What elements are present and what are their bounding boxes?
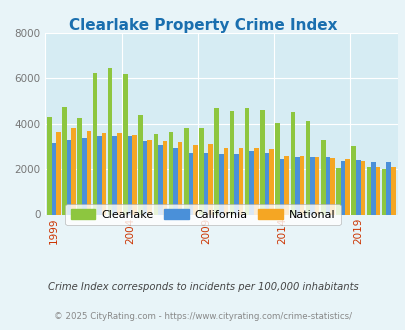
Bar bbox=[51, 143, 56, 214]
Bar bbox=[238, 148, 243, 214]
Bar bbox=[86, 131, 91, 214]
Bar bbox=[92, 73, 97, 214]
Bar bbox=[244, 108, 249, 214]
Bar bbox=[335, 168, 340, 214]
Text: Crime Index corresponds to incidents per 100,000 inhabitants: Crime Index corresponds to incidents per… bbox=[47, 282, 358, 292]
Bar bbox=[390, 167, 394, 214]
Bar bbox=[325, 157, 329, 214]
Bar bbox=[97, 136, 102, 214]
Bar bbox=[366, 167, 370, 214]
Bar bbox=[153, 134, 158, 214]
Bar bbox=[305, 121, 309, 214]
Bar bbox=[132, 135, 136, 214]
Bar bbox=[183, 128, 188, 214]
Bar bbox=[218, 154, 223, 214]
Bar bbox=[294, 157, 299, 214]
Bar bbox=[112, 136, 117, 214]
Bar bbox=[314, 157, 319, 214]
Bar bbox=[275, 123, 279, 214]
Bar bbox=[351, 147, 355, 214]
Bar bbox=[264, 153, 269, 214]
Bar bbox=[375, 167, 379, 214]
Bar bbox=[62, 107, 66, 214]
Bar bbox=[162, 141, 167, 214]
Bar bbox=[47, 117, 51, 214]
Bar bbox=[102, 133, 106, 214]
Bar bbox=[381, 169, 386, 214]
Bar bbox=[309, 157, 314, 214]
Bar bbox=[127, 136, 132, 214]
Bar bbox=[82, 139, 86, 214]
Bar bbox=[158, 145, 162, 214]
Bar bbox=[143, 141, 147, 214]
Bar bbox=[193, 145, 197, 214]
Bar bbox=[203, 153, 208, 214]
Bar bbox=[177, 142, 182, 214]
Bar bbox=[168, 132, 173, 214]
Bar bbox=[173, 148, 177, 214]
Bar bbox=[223, 148, 228, 214]
Bar bbox=[284, 155, 288, 214]
Bar bbox=[299, 155, 303, 214]
Bar bbox=[329, 158, 334, 214]
Legend: Clearlake, California, National: Clearlake, California, National bbox=[65, 204, 340, 225]
Bar bbox=[147, 140, 151, 214]
Bar bbox=[370, 162, 375, 214]
Bar bbox=[254, 148, 258, 214]
Bar bbox=[345, 159, 349, 214]
Text: © 2025 CityRating.com - https://www.cityrating.com/crime-statistics/: © 2025 CityRating.com - https://www.city… bbox=[54, 312, 351, 321]
Bar bbox=[117, 133, 121, 214]
Text: Clearlake Property Crime Index: Clearlake Property Crime Index bbox=[68, 18, 337, 33]
Bar bbox=[199, 128, 203, 214]
Bar bbox=[340, 161, 345, 214]
Bar bbox=[208, 144, 212, 214]
Bar bbox=[249, 151, 254, 214]
Bar bbox=[66, 140, 71, 214]
Bar bbox=[214, 108, 218, 214]
Bar bbox=[360, 161, 364, 214]
Bar bbox=[269, 149, 273, 214]
Bar bbox=[71, 128, 76, 214]
Bar bbox=[188, 153, 193, 214]
Bar bbox=[108, 68, 112, 215]
Bar bbox=[279, 159, 284, 214]
Bar bbox=[123, 74, 127, 214]
Bar bbox=[77, 118, 82, 214]
Bar bbox=[56, 132, 60, 214]
Bar bbox=[355, 160, 360, 214]
Bar bbox=[229, 111, 234, 214]
Bar bbox=[290, 113, 294, 214]
Bar bbox=[138, 115, 143, 214]
Bar bbox=[260, 110, 264, 214]
Bar bbox=[386, 162, 390, 214]
Bar bbox=[320, 140, 325, 214]
Bar bbox=[234, 154, 238, 214]
